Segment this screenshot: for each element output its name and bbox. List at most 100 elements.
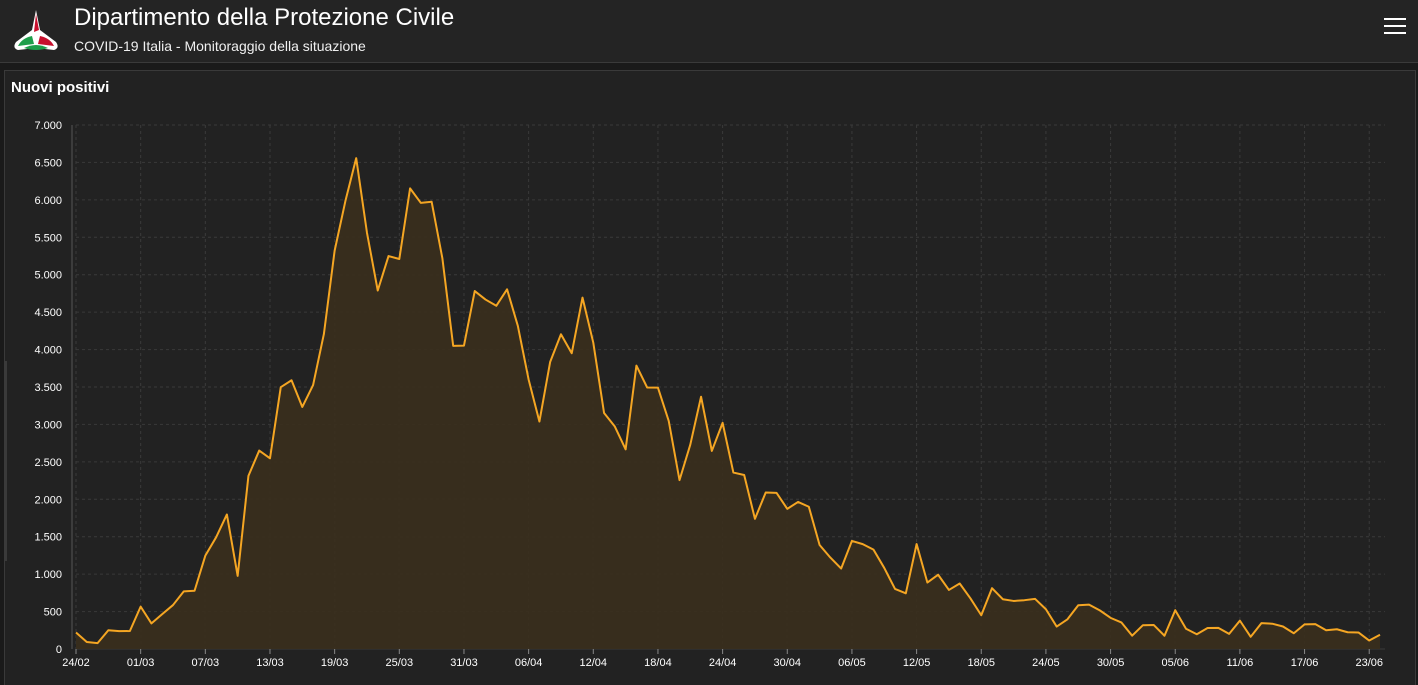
data-point (355, 157, 357, 159)
data-point (1023, 599, 1025, 601)
data-point (1142, 624, 1144, 626)
x-tick-label: 17/06 (1291, 657, 1319, 669)
data-point (140, 606, 142, 608)
x-tick-label: 31/03 (450, 657, 478, 669)
data-point (226, 513, 228, 515)
panel-edge (5, 361, 7, 561)
data-point (301, 406, 303, 408)
data-point (1207, 627, 1209, 629)
data-point (872, 549, 874, 551)
data-point (107, 629, 109, 631)
data-point (1153, 624, 1155, 626)
data-point (485, 299, 487, 301)
data-point (474, 290, 476, 292)
data-point (366, 232, 368, 234)
data-point (1099, 609, 1101, 611)
data-point (1325, 629, 1327, 631)
x-tick-label: 24/02 (62, 657, 90, 669)
new-positives-chart: 0 500 1.000 1.500 2.000 2.500 3.000 3.500 4.000 4… (34, 120, 1385, 669)
y-tick-label: 0 (56, 644, 62, 656)
data-point (1293, 632, 1295, 634)
data-point (668, 420, 670, 422)
data-point (215, 536, 217, 538)
data-point (1239, 620, 1241, 622)
data-point (1282, 625, 1284, 627)
data-point (776, 492, 778, 494)
x-tick-label: 18/05 (967, 657, 995, 669)
data-point (528, 379, 530, 381)
data-point (937, 574, 939, 576)
data-point (86, 641, 88, 643)
data-point (851, 540, 853, 542)
data-point (808, 506, 810, 508)
chart-panel: Nuovi positivi 0 500 1.000 1.500 2.000 2.500 3… (4, 70, 1416, 685)
data-point (1110, 617, 1112, 619)
y-tick-label: 2.000 (34, 494, 62, 506)
data-point (1217, 627, 1219, 629)
data-point (797, 501, 799, 503)
data-point (625, 448, 627, 450)
series-line (75, 157, 1381, 645)
data-point (635, 365, 637, 367)
data-point (1120, 621, 1122, 623)
x-tick-label: 07/03 (192, 657, 220, 669)
data-point (1357, 631, 1359, 633)
x-tick-label: 06/05 (838, 657, 866, 669)
y-tick-label: 3.000 (34, 419, 62, 431)
x-tick-label: 18/04 (644, 657, 672, 669)
x-tick-label: 30/04 (774, 657, 802, 669)
data-point (711, 450, 713, 452)
data-point (786, 508, 788, 510)
app-title: Dipartimento della Protezione Civile (74, 4, 455, 31)
data-point (431, 201, 433, 203)
y-tick-label: 5.000 (34, 270, 62, 282)
data-point (334, 250, 336, 252)
app-subtitle: COVID-19 Italia - Monitoraggio della sit… (74, 38, 366, 54)
data-point (150, 622, 152, 624)
data-point (269, 457, 271, 459)
data-point (754, 518, 756, 520)
data-point (388, 255, 390, 257)
data-point (1379, 634, 1381, 636)
data-point (894, 588, 896, 590)
data-point (97, 642, 99, 644)
y-tick-label: 1.000 (34, 569, 62, 581)
data-point (161, 613, 163, 615)
menu-icon[interactable] (1384, 18, 1406, 38)
x-tick-label: 12/04 (580, 657, 608, 669)
data-point (819, 544, 821, 546)
data-point (506, 288, 508, 290)
data-point (409, 187, 411, 189)
x-tick-label: 01/03 (127, 657, 155, 669)
data-point (722, 422, 724, 424)
data-point (926, 582, 928, 584)
data-point (679, 479, 681, 481)
data-point (657, 387, 659, 389)
data-point (991, 587, 993, 589)
data-point (614, 426, 616, 428)
data-point (183, 590, 185, 592)
data-point (323, 333, 325, 335)
data-point (1228, 633, 1230, 635)
y-tick-label: 1.500 (34, 532, 62, 544)
data-point (603, 412, 605, 414)
data-point (829, 557, 831, 559)
x-tick-label: 23/06 (1355, 657, 1383, 669)
data-point (1196, 633, 1198, 635)
x-tick-label: 30/05 (1097, 657, 1125, 669)
y-tick-label: 5.500 (34, 232, 62, 244)
data-point (118, 630, 120, 632)
data-point (1013, 600, 1015, 602)
data-point (1347, 631, 1349, 633)
x-tick-label: 24/05 (1032, 657, 1060, 669)
x-tick-label: 19/03 (321, 657, 349, 669)
data-point (377, 290, 379, 292)
data-point (495, 305, 497, 307)
panel-title: Nuovi positivi (11, 79, 110, 96)
data-point (592, 342, 594, 344)
data-point (1271, 623, 1273, 625)
data-point (560, 333, 562, 335)
data-point (538, 421, 540, 423)
data-point (1034, 598, 1036, 600)
data-point (948, 589, 950, 591)
